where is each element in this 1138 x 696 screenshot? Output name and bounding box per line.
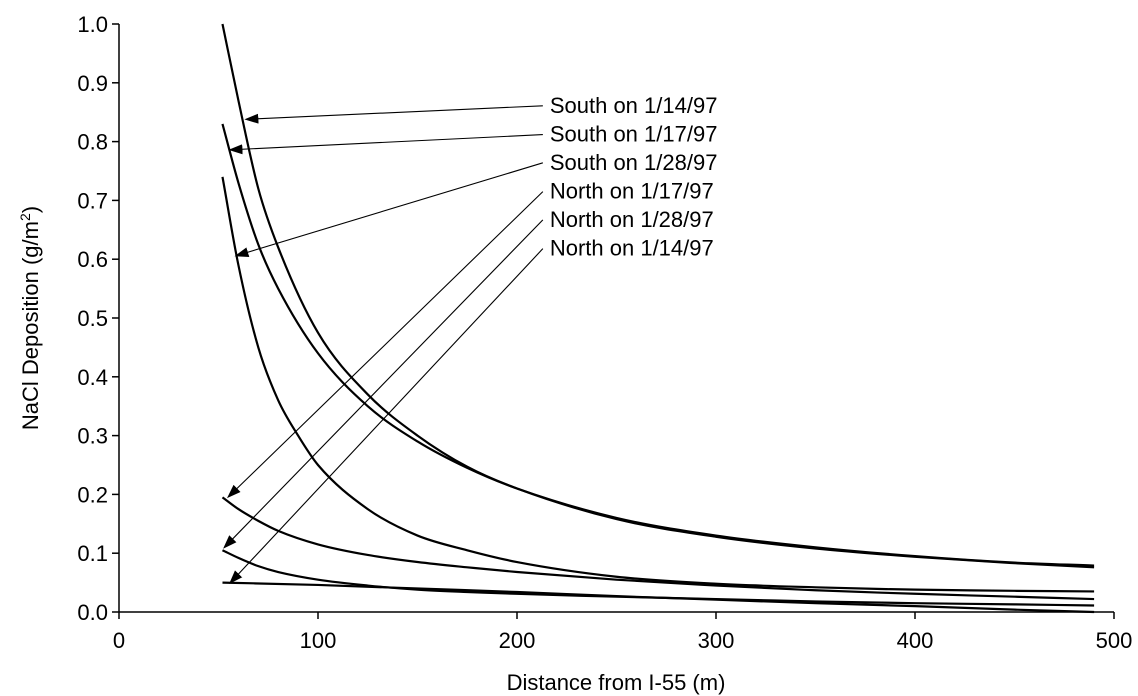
- x-tick-label: 400: [897, 628, 934, 653]
- y-tick-label: 0.2: [77, 482, 108, 507]
- y-tick-label: 0.0: [77, 600, 108, 625]
- y-axis-label-superscript: 2: [17, 213, 33, 221]
- series-line: [222, 549, 1095, 607]
- annotation-label: South on 1/28/97: [550, 150, 718, 175]
- x-tick-label: 200: [499, 628, 536, 653]
- annotation-label: North on 1/14/97: [550, 236, 714, 261]
- annotation-arrow: [228, 134, 543, 155]
- series-line: [221, 123, 1095, 567]
- x-tick-label: 300: [698, 628, 735, 653]
- y-axis-label-end: ): [18, 206, 43, 213]
- annotation-arrow: [244, 105, 543, 124]
- y-axis-label-main: NaCl Deposition (g/m: [18, 221, 43, 430]
- series-line: [221, 176, 1095, 593]
- y-axis-label: NaCl Deposition (g/m2): [17, 206, 43, 430]
- annotation-arrow: [234, 162, 544, 257]
- series-lines: [221, 23, 1095, 614]
- y-tick-label: 0.5: [77, 306, 108, 331]
- annotation-arrow: [227, 191, 544, 499]
- annotation-label: North on 1/28/97: [550, 207, 714, 232]
- annotation-label: North on 1/17/97: [550, 179, 714, 204]
- y-tick-label: 0.4: [77, 365, 108, 390]
- annotation-arrow: [229, 248, 544, 585]
- x-tick-label: 100: [300, 628, 337, 653]
- annotation-arrow: [223, 219, 544, 549]
- y-tick-label: 0.6: [77, 247, 108, 272]
- annotations: South on 1/14/97 South on 1/17/97 South on…: [223, 93, 718, 585]
- x-tick-label: 500: [1096, 628, 1133, 653]
- y-tick-label: 0.8: [77, 130, 108, 155]
- y-tick-label: 1.0: [77, 12, 108, 37]
- x-ticks: 0 100 200 300 400 500: [113, 612, 1132, 653]
- y-tick-label: 0.9: [77, 71, 108, 96]
- x-tick-label: 0: [113, 628, 125, 653]
- series-line: [221, 496, 1095, 601]
- series-line: [222, 581, 1095, 614]
- y-ticks: 0.0 0.1 0.2 0.3 0.4 0.5 0.6 0.7 0.8 0.9 1.0: [77, 12, 119, 625]
- x-axis-label: Distance from I-55 (m): [507, 670, 726, 695]
- annotation-label: South on 1/17/97: [550, 122, 718, 147]
- y-tick-label: 0.7: [77, 188, 108, 213]
- y-tick-label: 0.1: [77, 541, 108, 566]
- annotation-label: South on 1/14/97: [550, 93, 718, 118]
- y-tick-label: 0.3: [77, 424, 108, 449]
